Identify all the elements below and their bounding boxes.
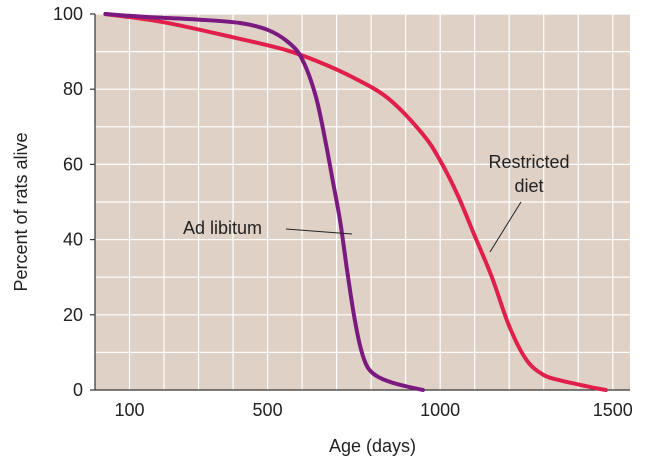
annotation-ad-libitum: Ad libitum: [183, 218, 262, 238]
x-tick-label: 100: [114, 400, 144, 420]
axes: [94, 14, 630, 391]
y-tick-label: 0: [73, 380, 83, 400]
annotations: Ad libitum Restricted diet: [183, 152, 570, 253]
y-axis-label: Percent of rats alive: [11, 132, 31, 291]
annotation-restricted-diet: Restricted diet: [488, 152, 569, 196]
x-axis-label: Age (days): [329, 436, 416, 456]
y-tick-label: 80: [63, 79, 83, 99]
x-tick-label: 500: [253, 400, 283, 420]
tick-labels: 0 20 40 60 80 100 100 500 1000 1500: [53, 4, 633, 420]
annotation-line: Restricted: [488, 152, 569, 172]
x-tick-label: 1000: [420, 400, 460, 420]
annotation-line: diet: [514, 176, 543, 196]
series-lines: [103, 12, 608, 392]
leader-line-ad-libitum: [285, 228, 353, 235]
grid-lines: [95, 13, 630, 390]
y-tick-label: 100: [53, 4, 83, 24]
series-line-restricted-diet: [103, 12, 608, 392]
series-line-ad-libitum: [103, 12, 425, 392]
y-tick-label: 60: [63, 154, 83, 174]
leader-line-restricted-diet: [489, 201, 522, 253]
y-tick-label: 20: [63, 305, 83, 325]
y-tick-label: 40: [63, 230, 83, 250]
x-tick-label: 1500: [593, 400, 633, 420]
